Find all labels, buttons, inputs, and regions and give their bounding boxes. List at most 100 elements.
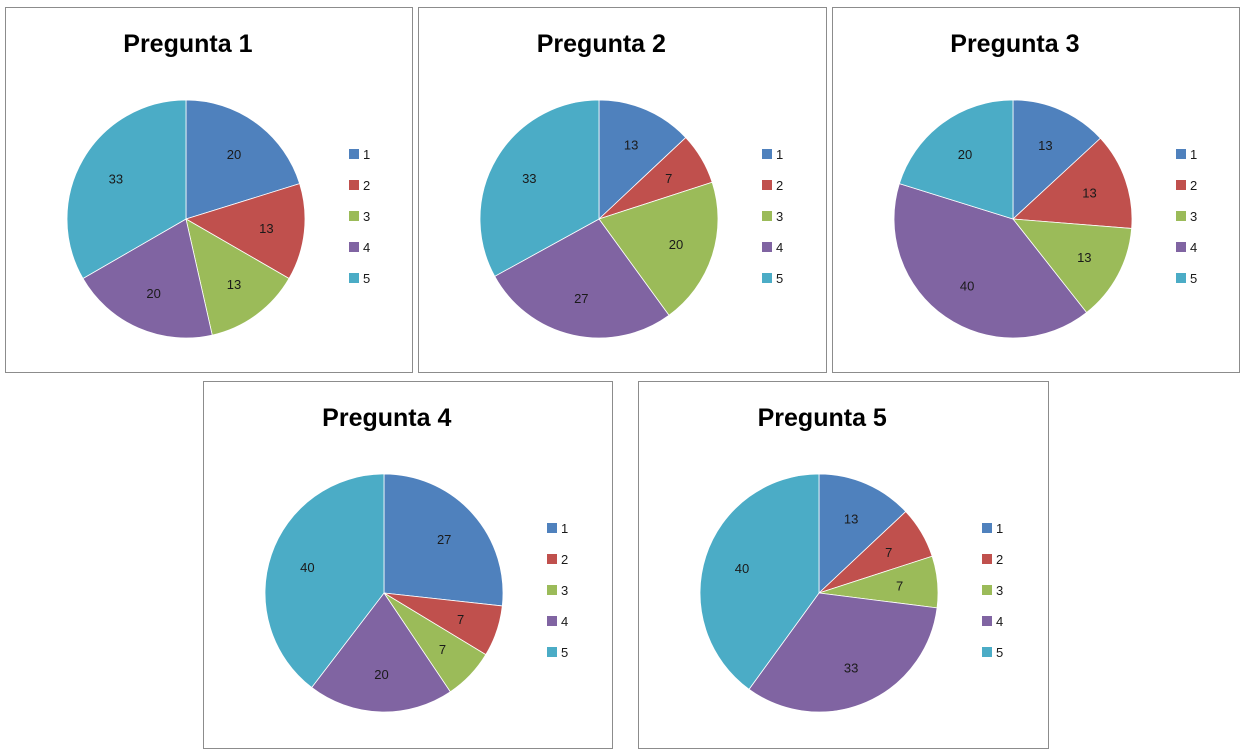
legend-label-1: 1 [363, 147, 370, 162]
legend-label-3: 3 [776, 209, 783, 224]
legend-swatch-4 [982, 616, 992, 626]
slice-value-label: 20 [146, 286, 160, 301]
chart-pregunta-2: Pregunta 2 13 7 20 27 33 1 2 3 4 5 [418, 7, 827, 373]
chart-title: Pregunta 2 [537, 30, 666, 58]
legend-label-4: 4 [776, 240, 783, 255]
legend-swatch-4 [1176, 242, 1186, 252]
pie-slice-4 [311, 592, 451, 713]
legend-label-3: 3 [1190, 209, 1197, 224]
pie-slice-4 [494, 218, 670, 339]
pie-chart-svg: Pregunta 2 13 7 20 27 33 1 2 3 4 5 [479, 30, 783, 339]
chart-title: Pregunta 4 [322, 404, 451, 432]
slice-value-label: 20 [374, 667, 388, 682]
legend-swatch-1 [762, 149, 772, 159]
legend-swatch-3 [982, 585, 992, 595]
chart-title: Pregunta 5 [758, 404, 887, 432]
pie-chart-svg: Pregunta 3 13 13 13 40 20 1 2 3 4 5 [893, 30, 1197, 339]
pie-slice-4 [893, 183, 1088, 339]
pie-slice-5 [66, 99, 187, 280]
legend-swatch-1 [547, 523, 557, 533]
chart-pregunta-5: Pregunta 5 13 7 7 33 40 1 2 3 4 5 [638, 381, 1049, 749]
pie-slice-3 [185, 218, 290, 336]
legend-swatch-1 [349, 149, 359, 159]
legend-label-5: 5 [996, 645, 1003, 660]
legend-swatch-2 [547, 554, 557, 564]
legend-swatch-1 [1176, 149, 1186, 159]
legend-swatch-4 [762, 242, 772, 252]
pie-slice-4 [82, 218, 213, 339]
legend-label-5: 5 [561, 645, 568, 660]
slice-value-label: 7 [439, 642, 446, 657]
legend-label-2: 2 [1190, 178, 1197, 193]
slice-value-label: 7 [457, 612, 464, 627]
slice-value-label: 20 [227, 147, 241, 162]
chart-pregunta-3: Pregunta 3 13 13 13 40 20 1 2 3 4 5 [832, 7, 1240, 373]
legend-label-2: 2 [996, 552, 1003, 567]
legend-swatch-3 [762, 211, 772, 221]
legend-label-3: 3 [561, 583, 568, 598]
pie-slice-1 [1012, 99, 1101, 220]
legend-swatch-2 [762, 180, 772, 190]
legend-swatch-5 [349, 273, 359, 283]
legend-swatch-5 [547, 647, 557, 657]
legend-swatch-3 [349, 211, 359, 221]
slice-value-label: 13 [227, 277, 241, 292]
legend-swatch-4 [349, 242, 359, 252]
legend-label-4: 4 [1190, 240, 1197, 255]
legend-swatch-2 [349, 180, 359, 190]
legend-swatch-5 [1176, 273, 1186, 283]
pie-slice-2 [1012, 137, 1133, 229]
slice-value-label: 27 [574, 291, 588, 306]
legend-label-4: 4 [363, 240, 370, 255]
legend-swatch-3 [1176, 211, 1186, 221]
pie-slice-2 [185, 183, 306, 280]
pie-slice-1 [185, 99, 301, 220]
legend-label-5: 5 [776, 271, 783, 286]
legend-swatch-5 [762, 273, 772, 283]
legend-swatch-5 [982, 647, 992, 657]
legend-swatch-3 [547, 585, 557, 595]
pie-slice-1 [383, 473, 504, 607]
slice-value-label: 40 [735, 561, 749, 576]
legend-label-2: 2 [363, 178, 370, 193]
legend-swatch-1 [982, 523, 992, 533]
slice-value-label: 33 [109, 172, 123, 187]
legend-label-5: 5 [363, 271, 370, 286]
slice-value-label: 13 [1082, 186, 1096, 201]
legend-label-5: 5 [1190, 271, 1197, 286]
pie-slice-1 [818, 473, 907, 594]
chart-title: Pregunta 3 [950, 30, 1079, 58]
legend-label-2: 2 [776, 178, 783, 193]
slice-value-label: 40 [960, 279, 974, 294]
slice-value-label: 7 [665, 171, 672, 186]
legend-label-1: 1 [1190, 147, 1197, 162]
pie-chart-svg: Pregunta 5 13 7 7 33 40 1 2 3 4 5 [699, 404, 1003, 713]
pie-slice-5 [898, 99, 1014, 220]
pie-slice-5 [264, 473, 385, 689]
pie-slice-1 [598, 99, 687, 220]
slice-value-label: 20 [958, 147, 972, 162]
slice-value-label: 27 [437, 532, 451, 547]
pie-chart-svg: Pregunta 4 27 77 20 40 1 2 3 4 5 [264, 404, 568, 713]
slice-value-label: 33 [844, 660, 858, 675]
legend-swatch-4 [547, 616, 557, 626]
legend-label-1: 1 [776, 147, 783, 162]
chart-title: Pregunta 1 [123, 30, 252, 58]
legend-swatch-2 [1176, 180, 1186, 190]
slice-value-label: 7 [885, 545, 892, 560]
legend-swatch-2 [982, 554, 992, 564]
legend-label-4: 4 [996, 614, 1003, 629]
slice-value-label: 13 [259, 221, 273, 236]
legend-label-3: 3 [363, 209, 370, 224]
slice-value-label: 13 [624, 138, 638, 153]
slice-value-label: 20 [669, 237, 683, 252]
slice-value-label: 13 [844, 512, 858, 527]
slice-value-label: 13 [1077, 250, 1091, 265]
pie-slice-5 [699, 473, 820, 690]
legend-label-3: 3 [996, 583, 1003, 598]
slice-value-label: 33 [522, 171, 536, 186]
legend-label-2: 2 [561, 552, 568, 567]
legend-label-4: 4 [561, 614, 568, 629]
legend-label-1: 1 [561, 521, 568, 536]
chart-pregunta-4: Pregunta 4 27 7 7 20 40 1 2 3 4 5 [203, 381, 613, 749]
